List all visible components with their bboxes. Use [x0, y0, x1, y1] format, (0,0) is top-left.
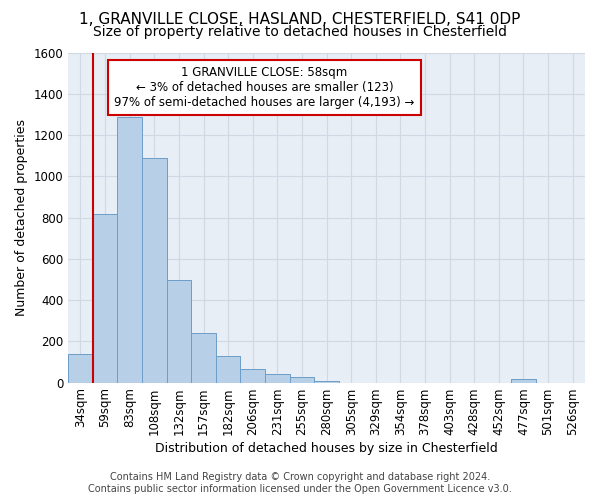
- Bar: [142, 158, 167, 382]
- Bar: [167, 280, 191, 382]
- Text: Size of property relative to detached houses in Chesterfield: Size of property relative to detached ho…: [93, 25, 507, 39]
- Bar: [241, 369, 265, 382]
- Bar: [118, 118, 142, 382]
- Bar: [265, 374, 290, 382]
- Text: Contains HM Land Registry data © Crown copyright and database right 2024.
Contai: Contains HM Land Registry data © Crown c…: [88, 472, 512, 494]
- Bar: [191, 334, 216, 382]
- Bar: [290, 378, 314, 382]
- X-axis label: Distribution of detached houses by size in Chesterfield: Distribution of detached houses by size …: [155, 442, 498, 455]
- Text: 1 GRANVILLE CLOSE: 58sqm
← 3% of detached houses are smaller (123)
97% of semi-d: 1 GRANVILLE CLOSE: 58sqm ← 3% of detache…: [115, 66, 415, 108]
- Bar: [93, 214, 118, 382]
- Bar: [216, 356, 241, 382]
- Y-axis label: Number of detached properties: Number of detached properties: [15, 119, 28, 316]
- Text: 1, GRANVILLE CLOSE, HASLAND, CHESTERFIELD, S41 0DP: 1, GRANVILLE CLOSE, HASLAND, CHESTERFIEL…: [79, 12, 521, 28]
- Bar: [314, 380, 339, 382]
- Bar: [511, 380, 536, 382]
- Bar: [68, 354, 93, 382]
